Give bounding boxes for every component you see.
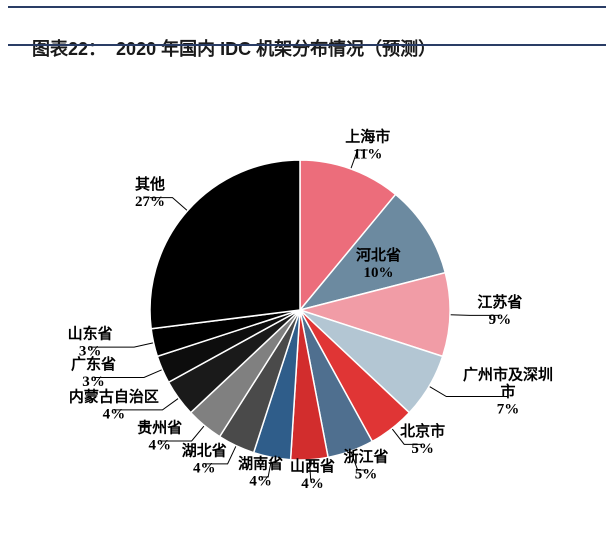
slice-label: 湖北省4%	[182, 441, 227, 476]
title-underline-rule	[8, 44, 606, 46]
slice-label: 山西省4%	[290, 457, 335, 492]
slice-label: 江苏省9%	[477, 293, 522, 328]
slice-label: 其他27%	[135, 175, 165, 210]
slice-label: 湖南省4%	[238, 454, 283, 489]
slice-label: 山东省3%	[68, 325, 113, 360]
slice-label: 北京市5%	[400, 422, 445, 457]
pie-chart: 河北省10%上海市11%江苏省9%广州市及深圳市7%北京市5%浙江省5%山西省4…	[0, 60, 614, 540]
slice-label: 贵州省4%	[137, 418, 182, 453]
slice-label: 广东省3%	[71, 355, 116, 390]
pie-svg: 河北省10%上海市11%江苏省9%广州市及深圳市7%北京市5%浙江省5%山西省4…	[0, 60, 614, 540]
title-main: 2020 年国内 IDC 机架分布情况（预测）	[106, 39, 436, 59]
page: 图表22： 2020 年国内 IDC 机架分布情况（预测） 河北省10%上海市1…	[0, 0, 614, 544]
pie-slice	[150, 160, 300, 329]
slice-label: 浙江省5%	[344, 447, 389, 482]
title-prefix: 图表22：	[32, 39, 106, 59]
slice-label: 上海市11%	[345, 128, 390, 163]
top-rule	[8, 6, 606, 8]
leader-line	[429, 386, 508, 396]
slice-label: 广州市及深圳市7%	[463, 366, 553, 418]
slice-label: 内蒙古自治区4%	[69, 387, 159, 422]
